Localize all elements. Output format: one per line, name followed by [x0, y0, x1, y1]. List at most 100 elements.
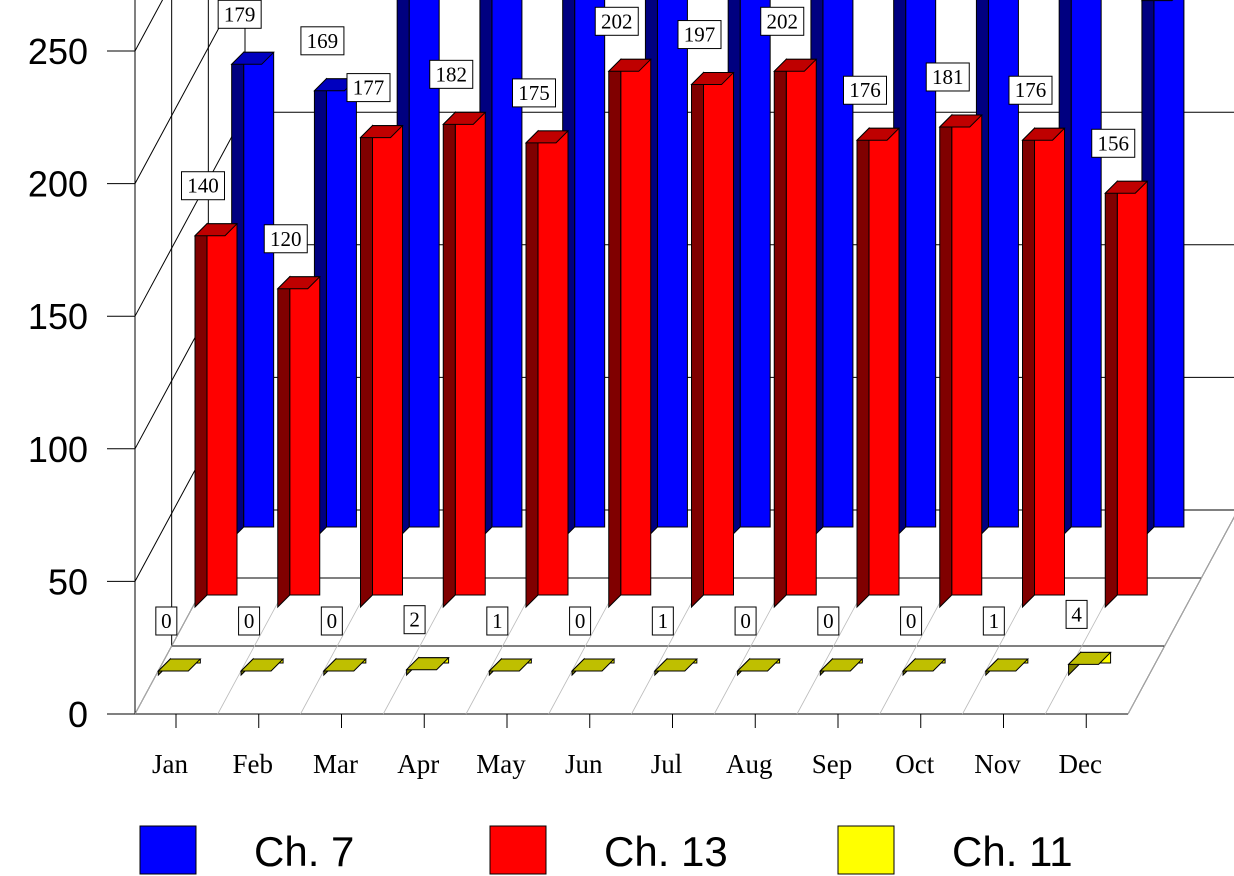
data-label-text: 182 [436, 62, 468, 86]
bar-top [901, 658, 947, 672]
bar-top [488, 658, 533, 672]
bar-side [1022, 127, 1035, 609]
data-label-box [238, 606, 261, 636]
floor-divider [1127, 516, 1234, 715]
data-label-ch-13-dec: 156 [1091, 128, 1136, 158]
data-label-ch-13-nov: 176 [1008, 75, 1053, 105]
bar-top [773, 58, 818, 72]
data-label-ch-11-apr: 2 [403, 605, 426, 635]
bar-ch-13-nov [1021, 127, 1066, 609]
data-label-text: 175 [518, 81, 550, 105]
bar-ch-11-sep [819, 657, 864, 677]
legend-label: Ch. 13 [604, 828, 728, 875]
data-label-text: 1 [492, 609, 503, 633]
bar-ch-11-jun [570, 657, 616, 677]
data-label-box [320, 606, 343, 636]
data-label-ch-7-feb: 169 [300, 26, 345, 56]
data-label-box [651, 606, 674, 636]
bar-ch-11-jul [653, 657, 699, 677]
data-label-box [817, 606, 840, 636]
bar-side [608, 58, 622, 609]
data-label-ch-13-jun: 202 [594, 6, 639, 36]
bar-top [1067, 651, 1112, 665]
data-label-box [403, 605, 426, 635]
data-label-box [429, 59, 474, 89]
data-label-box [982, 606, 1005, 636]
bar-front [656, 0, 688, 528]
bar-top [984, 658, 1030, 672]
bar-top [607, 58, 652, 72]
bar-ch-13-jul [690, 71, 735, 609]
data-label-text: 169 [307, 29, 339, 53]
data-label-ch-13-sep: 176 [843, 75, 887, 105]
data-label-text: 0 [740, 609, 751, 633]
x-tick-label-apr: Apr [397, 749, 439, 779]
bar-ch-11-nov [984, 657, 1030, 677]
bar-front [325, 78, 357, 528]
bar-ch-7-jan [230, 51, 275, 541]
bar-ch-7-jun [644, 0, 688, 541]
chart-bars: 1791693002852242072132512582172282031401… [155, 0, 1185, 677]
bar-top [819, 658, 864, 672]
data-label-text: 0 [575, 609, 586, 633]
data-label-text: 179 [224, 2, 256, 26]
bar-ch-11-feb [239, 657, 285, 677]
bar-ch-11-jan [157, 657, 202, 677]
bar-side [277, 275, 291, 609]
bar-ch-13-may [524, 129, 570, 609]
data-label-text: 176 [1015, 78, 1047, 102]
bar-top [193, 223, 239, 237]
x-tick-label-jan: Jan [152, 749, 188, 779]
legend-item-ch-13: Ch. 13 [489, 825, 728, 875]
bar-top [239, 658, 285, 672]
data-label-box [843, 75, 887, 105]
x-tick-label-sep: Sep [812, 749, 853, 779]
data-label-ch-11-jun: 0 [569, 606, 592, 636]
data-label-text: 0 [244, 609, 255, 633]
bar-ch-13-aug [773, 58, 818, 609]
data-label-ch-11-may: 1 [486, 606, 509, 636]
x-tick-label-dec: Dec [1059, 749, 1102, 779]
legend-label: Ch. 11 [952, 828, 1073, 875]
bar-ch-11-mar [322, 657, 368, 677]
bar-top [938, 114, 983, 128]
y-axis: 050100150200250300 [28, 31, 135, 735]
bar-ch-7-may [562, 0, 606, 541]
data-label-text: 120 [270, 227, 302, 251]
data-label-box [1008, 75, 1053, 105]
bar-ch-7-jul [727, 0, 771, 541]
data-label-ch-13-jan: 140 [181, 171, 225, 201]
data-label-box [155, 606, 178, 636]
bar-ch-13-jan [193, 222, 239, 609]
bar-top [570, 658, 616, 672]
data-label-box [925, 62, 970, 92]
bar-ch-13-mar [359, 124, 404, 609]
data-label-text: 1 [658, 609, 669, 633]
bar-ch-11-oct [901, 657, 947, 677]
x-tick-label-mar: Mar [313, 749, 358, 779]
data-label-box [760, 6, 805, 36]
data-label-box [1091, 128, 1136, 158]
x-tick-label-nov: Nov [974, 749, 1021, 779]
data-label-ch-13-mar: 177 [346, 73, 391, 103]
data-label-box [181, 171, 225, 201]
data-label-text: 4 [1071, 602, 1082, 626]
data-label-box [263, 224, 308, 254]
bar-front [537, 130, 569, 596]
y-tick-label: 150 [28, 296, 88, 337]
bar-top [157, 658, 202, 672]
bar-front [1116, 180, 1148, 596]
bar-front [574, 0, 606, 528]
data-label-box [300, 26, 345, 56]
bar-ch-13-dec [1104, 180, 1149, 609]
bar-side [525, 129, 539, 609]
bar-ch-11-aug [736, 657, 781, 677]
legend-swatch [837, 825, 895, 875]
x-tick-label-may: May [476, 749, 526, 779]
bar-front [1153, 0, 1185, 528]
legend-item-ch-7: Ch. 7 [139, 825, 354, 875]
data-label-text: 176 [849, 78, 881, 102]
data-label-box [569, 606, 592, 636]
data-label-ch-13-apr: 182 [429, 59, 474, 89]
x-tick-label-jun: Jun [565, 749, 603, 779]
